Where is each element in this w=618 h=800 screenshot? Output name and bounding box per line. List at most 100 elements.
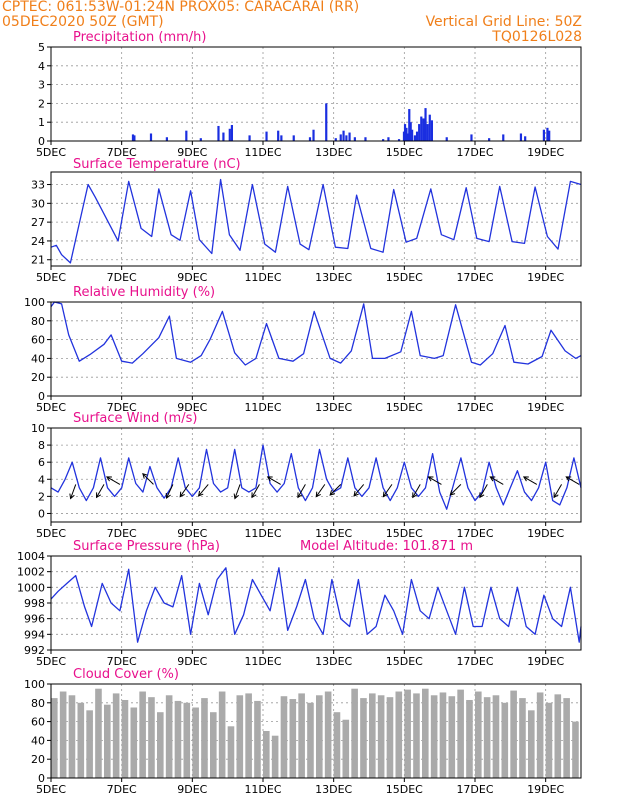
panel6-bar (430, 695, 438, 778)
wind-arrow-shaft (70, 484, 77, 499)
panel4-xtick-label: 15DEC (386, 527, 423, 540)
panel6-xtick-label: 19DEC (527, 783, 564, 796)
panel2-ytick-label: 27 (31, 216, 45, 229)
panel6-bar (289, 699, 297, 778)
panel1-bar (353, 137, 356, 141)
panel1-frame (50, 46, 582, 142)
wind-arrow-shaft (490, 476, 504, 485)
panel1-bar (199, 138, 202, 141)
panel6-bar (316, 695, 323, 778)
panel5-annotation: Model Altitude: 101.871 m (300, 539, 473, 554)
panel1-ytick-label: 3 (38, 79, 45, 92)
panel4-ytick-label: 8 (38, 439, 45, 452)
panel3-xtick-label: 15DEC (386, 401, 423, 414)
panel5-xtick-label: 11DEC (244, 655, 281, 668)
panel4-ytick-label: 0 (38, 507, 45, 520)
panel1-bar (415, 131, 419, 141)
panel2-ytick-label: 24 (31, 235, 45, 248)
panel6-title: Cloud Cover (%) (73, 667, 179, 682)
panel6-bar (245, 693, 252, 778)
panel6-bar (377, 695, 385, 778)
wind-arrow-head (412, 492, 418, 499)
panel6-bar (254, 700, 261, 778)
panel5-xtick-label: 5DEC (36, 655, 66, 668)
panel6-bar (210, 712, 217, 778)
panel6-bar (413, 693, 420, 778)
panel2-xtick-label: 15DEC (386, 271, 423, 284)
panel5-ytick-label: 994 (24, 628, 45, 641)
panel5-xtick-label: 17DEC (456, 655, 493, 668)
panel6-ytick-label: 80 (31, 697, 45, 710)
panel6-bar (439, 692, 447, 778)
panel6-bar (333, 712, 341, 778)
panel4-ytick-label: 6 (38, 456, 45, 469)
panel6-bar (351, 688, 358, 778)
wind-arrow-head (197, 490, 204, 497)
panel1-bar (413, 135, 417, 141)
wind-arrow-head (266, 476, 273, 482)
panel4-xtick-label: 5DEC (36, 527, 66, 540)
wind-arrow-head (449, 490, 456, 496)
panel1-xtick-label: 17DEC (456, 146, 493, 159)
panel1-bar (133, 135, 136, 141)
panel6-xtick-label: 13DEC (315, 783, 352, 796)
panel6-bar (324, 691, 332, 778)
panel1-xtick-label: 5DEC (36, 146, 66, 159)
panel2-xtick-label: 5DEC (36, 271, 66, 284)
panel1-bar (342, 130, 345, 141)
panel1-bar (185, 130, 188, 141)
panel1-xtick-label: 13DEC (315, 146, 352, 159)
panel3-xtick-label: 5DEC (36, 401, 66, 414)
panel6-bar (165, 695, 173, 778)
panel3-series-line (50, 301, 582, 366)
wind-arrow-head (427, 476, 434, 482)
panel6-bar (218, 691, 226, 778)
panel6-xtick-label: 5DEC (36, 783, 66, 796)
panel6-bar (510, 690, 517, 778)
panel1-bar (248, 135, 251, 141)
panel6-bar (51, 698, 58, 778)
wind-arrow-head (382, 491, 389, 498)
wind-arrow-head (297, 492, 303, 499)
wind-arrow-head (251, 492, 257, 499)
wind-arrow-shaft (553, 484, 562, 498)
panel6-bar (404, 689, 411, 778)
panel6-bar (519, 698, 526, 778)
panel5-ytick-label: 998 (24, 597, 45, 610)
header-line2-right: Vertical Grid Line: 50Z (425, 14, 582, 30)
panel1-ytick-label: 0 (38, 135, 45, 148)
panel5-ytick-label: 1004 (17, 550, 45, 563)
panel6-bar (174, 700, 182, 778)
panel6-bar (280, 696, 288, 778)
panel6-bar (466, 699, 473, 778)
panel1-bar (149, 133, 153, 141)
panel6-bar (157, 712, 164, 778)
panel1-bar (387, 137, 390, 141)
panel1-bar (426, 124, 429, 141)
wind-arrow-shaft (449, 484, 462, 496)
panel2-ytick-label: 33 (31, 179, 45, 192)
panel5-ytick-label: 1000 (17, 581, 45, 594)
panel1-bar (524, 136, 527, 141)
panel1-bar (546, 127, 549, 141)
panel6-ytick-label: 100 (24, 678, 45, 691)
panel6-bar (148, 697, 155, 778)
panel6-bar (386, 697, 394, 778)
wind-arrow-head (553, 492, 559, 499)
wind-arrow-shaft (267, 476, 281, 485)
panel6-bar (263, 731, 270, 778)
panel3-ytick-label: 60 (31, 334, 45, 347)
panel3-ytick-label: 100 (24, 296, 45, 309)
wind-arrow-shaft (179, 484, 190, 497)
header-line1-left: CPTEC: 061:53W-01:24N PROX05: CARACARAI … (2, 0, 360, 15)
panel1-bar (420, 116, 423, 141)
panel1-bar (418, 124, 421, 141)
panel6-bar (422, 688, 429, 778)
panel2-xtick-label: 17DEC (456, 271, 493, 284)
panel6-bar (475, 691, 482, 778)
wind-arrow-head (489, 476, 496, 482)
panel2-ytick-label: 30 (31, 197, 45, 210)
panel1-bar (277, 130, 280, 141)
panel2-series-line (50, 178, 582, 264)
wind-arrow-head (522, 476, 529, 482)
